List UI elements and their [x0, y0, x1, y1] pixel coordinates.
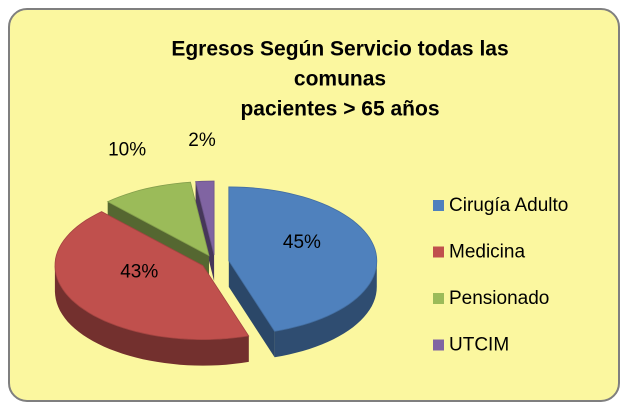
- data-label: 45%: [283, 232, 321, 253]
- data-label: 10%: [108, 140, 146, 161]
- legend-label: Cirugía Adulto: [449, 195, 568, 216]
- legend-label: UTCIM: [449, 335, 509, 356]
- slice-cut-face: [228, 260, 275, 358]
- data-label: 2%: [188, 130, 216, 151]
- chart-title: pacientes > 65 años: [240, 98, 439, 121]
- slice-side: [54, 265, 249, 366]
- chart-title: comunas: [294, 68, 386, 91]
- legend: Cirugía Adulto Medicina Pensionado UTCIM: [433, 195, 568, 356]
- slice-side: [274, 260, 377, 358]
- data-labels: 45% 43% 10% 2%: [108, 130, 321, 282]
- legend-swatch: [433, 339, 444, 351]
- slice: [54, 211, 250, 341]
- pie-tops: [54, 180, 378, 341]
- legend-swatch: [433, 293, 444, 304]
- slice: [195, 180, 215, 256]
- legend-label: Pensionado: [449, 288, 549, 309]
- legend-swatch: [433, 246, 444, 258]
- legend-label: Medicina: [449, 242, 525, 263]
- slice: [228, 186, 378, 332]
- legend-swatch: [433, 200, 444, 211]
- title-group: Egresos Según Servicio todas las comunas p…: [171, 38, 508, 121]
- slice: [106, 181, 210, 257]
- data-label: 43%: [120, 261, 158, 282]
- chart-title: Egresos Según Servicio todas las: [171, 38, 508, 61]
